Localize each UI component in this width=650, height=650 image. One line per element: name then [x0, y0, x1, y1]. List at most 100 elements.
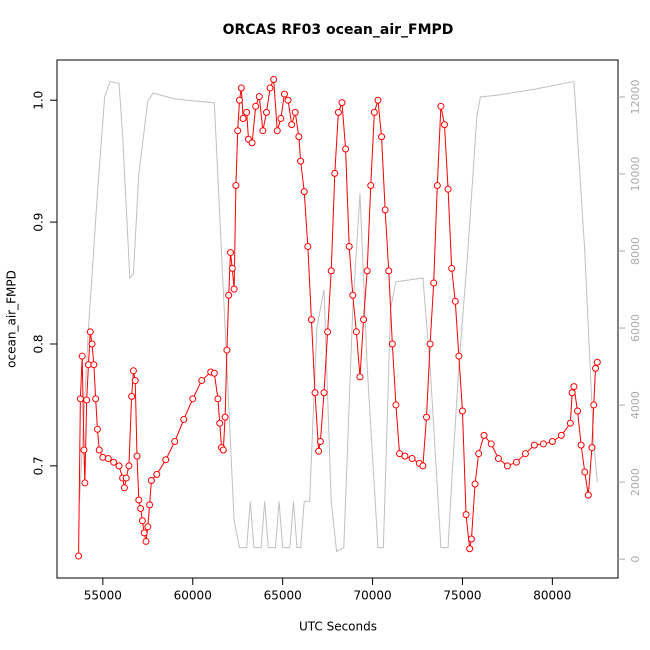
data-point	[568, 389, 576, 397]
data-point	[128, 392, 136, 400]
data-point	[189, 395, 197, 403]
data-point	[225, 291, 233, 299]
data-point	[138, 517, 146, 525]
y-tick-label: 1.0	[32, 91, 46, 110]
series-line	[78, 79, 598, 557]
data-point	[570, 383, 578, 391]
data-point	[125, 462, 133, 470]
data-point	[140, 529, 148, 537]
y2-tick-label: 4000	[629, 391, 642, 419]
data-point	[129, 367, 137, 375]
data-point	[430, 279, 438, 287]
data-point	[153, 470, 161, 478]
data-point	[451, 297, 459, 305]
data-point	[363, 267, 371, 275]
data-point	[385, 267, 393, 275]
data-point	[259, 127, 267, 135]
data-point	[471, 480, 479, 488]
data-point	[388, 340, 396, 348]
data-point	[327, 267, 335, 275]
data-point	[142, 537, 150, 545]
data-point	[374, 96, 382, 104]
data-point	[120, 484, 128, 492]
data-point	[349, 291, 357, 299]
data-point	[262, 108, 270, 116]
data-point	[426, 340, 434, 348]
data-point	[581, 468, 589, 476]
data-point	[133, 452, 141, 460]
data-point	[352, 328, 360, 336]
data-point	[90, 361, 98, 369]
data-point	[433, 182, 441, 190]
data-point	[577, 441, 585, 449]
data-point	[593, 358, 601, 366]
data-point	[115, 462, 123, 470]
data-point	[248, 139, 256, 147]
data-point	[137, 505, 145, 513]
data-point	[252, 102, 260, 110]
data-point	[210, 369, 218, 377]
data-point	[444, 185, 452, 193]
data-point	[162, 456, 170, 464]
data-point	[216, 419, 224, 427]
data-point	[198, 377, 206, 385]
data-point	[342, 145, 350, 153]
data-point	[104, 455, 112, 463]
data-point	[503, 462, 511, 470]
data-point	[277, 115, 285, 123]
data-point	[324, 328, 332, 336]
data-point	[93, 425, 101, 433]
data-point	[304, 242, 312, 250]
y2-tick-label: 6000	[629, 314, 642, 342]
data-point	[230, 285, 238, 293]
data-point	[307, 316, 315, 324]
data-point	[110, 458, 118, 466]
data-point	[408, 455, 416, 463]
data-point	[584, 491, 592, 499]
data-point	[378, 133, 386, 141]
x-tick-label: 65000	[264, 589, 302, 603]
data-point	[75, 552, 83, 560]
data-point	[512, 458, 520, 466]
data-point	[135, 496, 143, 504]
x-tick-label: 55000	[84, 589, 122, 603]
data-point	[227, 249, 235, 257]
chart-title: ORCAS RF03 ocean_air_FMPD	[223, 22, 454, 38]
data-point	[521, 450, 529, 458]
data-point	[311, 389, 319, 397]
data-point	[419, 462, 427, 470]
data-point	[273, 127, 281, 135]
data-point	[78, 352, 86, 360]
series-line	[78, 80, 598, 553]
data-point	[494, 455, 502, 463]
data-point	[392, 401, 400, 409]
data-point	[95, 446, 103, 454]
x-tick-label: 60000	[174, 589, 212, 603]
data-point	[423, 413, 431, 421]
data-point	[291, 108, 299, 116]
data-point	[214, 395, 222, 403]
data-point	[566, 419, 574, 427]
x-axis-label: UTC Seconds	[299, 620, 377, 634]
data-point	[144, 523, 152, 531]
y2-tick-label: 10000	[629, 156, 642, 191]
data-point	[440, 121, 448, 129]
x-tick-label: 75000	[443, 589, 481, 603]
data-point	[223, 346, 231, 354]
data-point	[88, 340, 96, 348]
data-point	[590, 401, 598, 409]
data-point	[232, 182, 240, 190]
x-tick-label: 70000	[353, 589, 391, 603]
data-point	[243, 108, 251, 116]
y2-tick-label: 12000	[629, 79, 642, 114]
data-point	[171, 437, 179, 445]
y2-tick-label: 2000	[629, 468, 642, 496]
data-point	[280, 90, 288, 98]
data-point	[284, 96, 292, 104]
data-point	[592, 364, 600, 372]
data-point	[338, 99, 346, 107]
data-point	[83, 396, 91, 404]
y-tick-label: 0.7	[32, 456, 46, 475]
data-point	[219, 446, 227, 454]
